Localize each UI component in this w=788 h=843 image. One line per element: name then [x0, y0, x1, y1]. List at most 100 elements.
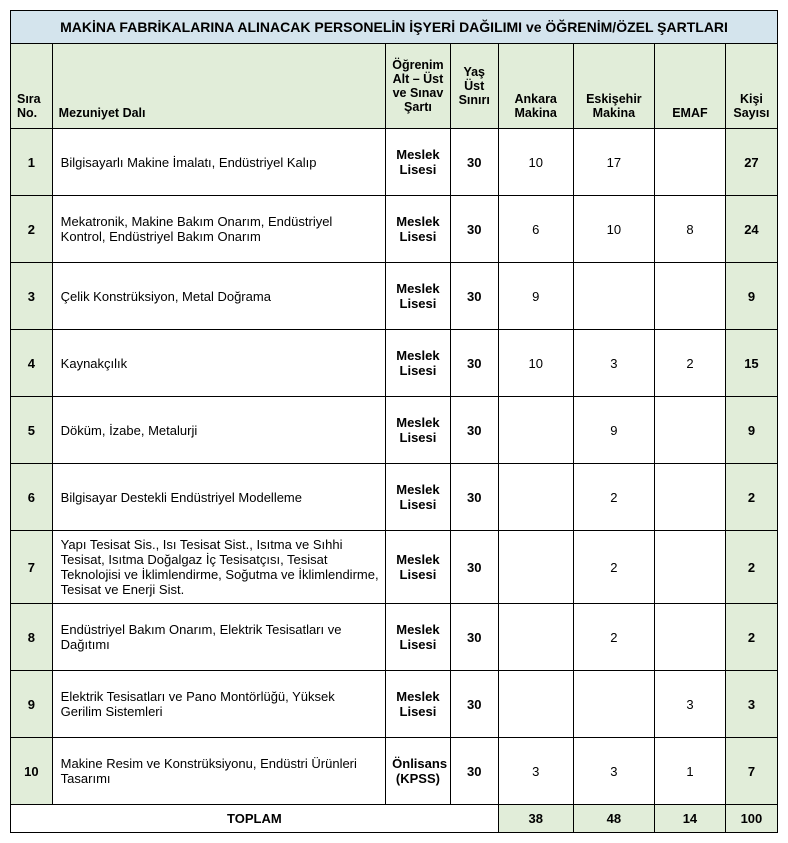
- cell-sira: 3: [11, 263, 53, 330]
- cell-kisi: 24: [725, 196, 777, 263]
- cell-sira: 9: [11, 671, 53, 738]
- cell-yas: 30: [450, 330, 498, 397]
- cell-mezuniyet: Bilgisayarlı Makine İmalatı, Endüstriyel…: [52, 129, 385, 196]
- cell-kisi: 3: [725, 671, 777, 738]
- table-row: 6Bilgisayar Destekli Endüstriyel Modelle…: [11, 464, 778, 531]
- cell-sira: 5: [11, 397, 53, 464]
- cell-emaf: [655, 397, 726, 464]
- table-row: 8Endüstriyel Bakım Onarım, Elektrik Tesi…: [11, 604, 778, 671]
- cell-ankara: [498, 397, 573, 464]
- cell-eskisehir: 3: [573, 738, 654, 805]
- cell-eskisehir: 2: [573, 531, 654, 604]
- cell-kisi: 7: [725, 738, 777, 805]
- cell-yas: 30: [450, 129, 498, 196]
- cell-sira: 1: [11, 129, 53, 196]
- cell-ogrenim: Meslek Lisesi: [386, 397, 451, 464]
- cell-sira: 8: [11, 604, 53, 671]
- total-kisi: 100: [725, 805, 777, 833]
- table-row: 9Elektrik Tesisatları ve Pano Montörlüğü…: [11, 671, 778, 738]
- cell-kisi: 27: [725, 129, 777, 196]
- cell-ankara: [498, 604, 573, 671]
- cell-yas: 30: [450, 531, 498, 604]
- col-header-mezuniyet: Mezuniyet Dalı: [52, 44, 385, 129]
- cell-ankara: 10: [498, 129, 573, 196]
- cell-kisi: 2: [725, 464, 777, 531]
- cell-eskisehir: 2: [573, 464, 654, 531]
- cell-mezuniyet: Bilgisayar Destekli Endüstriyel Modellem…: [52, 464, 385, 531]
- cell-ogrenim: Meslek Lisesi: [386, 330, 451, 397]
- cell-emaf: [655, 129, 726, 196]
- col-header-eskisehir: Eskişehir Makina: [573, 44, 654, 129]
- header-row: Sıra No. Mezuniyet Dalı Öğrenim Alt – Üs…: [11, 44, 778, 129]
- cell-sira: 10: [11, 738, 53, 805]
- table-title: MAKİNA FABRİKALARINA ALINACAK PERSONELİN…: [11, 11, 778, 44]
- cell-emaf: [655, 464, 726, 531]
- cell-kisi: 9: [725, 397, 777, 464]
- cell-yas: 30: [450, 671, 498, 738]
- total-emaf: 14: [655, 805, 726, 833]
- cell-mezuniyet: Mekatronik, Makine Bakım Onarım, Endüstr…: [52, 196, 385, 263]
- table-row: 7Yapı Tesisat Sis., Isı Tesisat Sist., I…: [11, 531, 778, 604]
- cell-ogrenim: Meslek Lisesi: [386, 604, 451, 671]
- table-row: 5Döküm, İzabe, MetalurjiMeslek Lisesi309…: [11, 397, 778, 464]
- cell-ogrenim: Meslek Lisesi: [386, 531, 451, 604]
- table-row: 2Mekatronik, Makine Bakım Onarım, Endüst…: [11, 196, 778, 263]
- cell-mezuniyet: Kaynakçılık: [52, 330, 385, 397]
- cell-ogrenim: Meslek Lisesi: [386, 129, 451, 196]
- cell-ogrenim: Meslek Lisesi: [386, 671, 451, 738]
- total-eskisehir: 48: [573, 805, 654, 833]
- cell-mezuniyet: Makine Resim ve Konstrüksiyonu, Endüstri…: [52, 738, 385, 805]
- cell-ankara: 3: [498, 738, 573, 805]
- cell-eskisehir: 10: [573, 196, 654, 263]
- cell-ankara: 6: [498, 196, 573, 263]
- table-row: 3Çelik Konstrüksiyon, Metal DoğramaMesle…: [11, 263, 778, 330]
- cell-emaf: [655, 263, 726, 330]
- total-row: TOPLAM 38 48 14 100: [11, 805, 778, 833]
- cell-yas: 30: [450, 604, 498, 671]
- col-header-sira: Sıra No.: [11, 44, 53, 129]
- cell-ogrenim: Meslek Lisesi: [386, 196, 451, 263]
- cell-mezuniyet: Çelik Konstrüksiyon, Metal Doğrama: [52, 263, 385, 330]
- cell-eskisehir: 17: [573, 129, 654, 196]
- cell-ankara: [498, 671, 573, 738]
- col-header-yas: Yaş Üst Sınırı: [450, 44, 498, 129]
- cell-kisi: 2: [725, 531, 777, 604]
- cell-eskisehir: [573, 671, 654, 738]
- cell-mezuniyet: Döküm, İzabe, Metalurji: [52, 397, 385, 464]
- cell-mezuniyet: Endüstriyel Bakım Onarım, Elektrik Tesis…: [52, 604, 385, 671]
- total-ankara: 38: [498, 805, 573, 833]
- col-header-kisi: Kişi Sayısı: [725, 44, 777, 129]
- cell-sira: 4: [11, 330, 53, 397]
- cell-mezuniyet: Yapı Tesisat Sis., Isı Tesisat Sist., Is…: [52, 531, 385, 604]
- cell-yas: 30: [450, 263, 498, 330]
- cell-sira: 2: [11, 196, 53, 263]
- cell-eskisehir: 2: [573, 604, 654, 671]
- cell-sira: 7: [11, 531, 53, 604]
- cell-yas: 30: [450, 738, 498, 805]
- total-label: TOPLAM: [11, 805, 499, 833]
- cell-emaf: [655, 604, 726, 671]
- title-row: MAKİNA FABRİKALARINA ALINACAK PERSONELİN…: [11, 11, 778, 44]
- cell-ankara: [498, 531, 573, 604]
- cell-eskisehir: 3: [573, 330, 654, 397]
- col-header-ankara: Ankara Makina: [498, 44, 573, 129]
- cell-emaf: 3: [655, 671, 726, 738]
- cell-ogrenim: Meslek Lisesi: [386, 464, 451, 531]
- cell-kisi: 9: [725, 263, 777, 330]
- cell-mezuniyet: Elektrik Tesisatları ve Pano Montörlüğü,…: [52, 671, 385, 738]
- col-header-emaf: EMAF: [655, 44, 726, 129]
- cell-kisi: 15: [725, 330, 777, 397]
- cell-emaf: 2: [655, 330, 726, 397]
- cell-ogrenim: Önlisans (KPSS): [386, 738, 451, 805]
- cell-ankara: 10: [498, 330, 573, 397]
- table-row: 1Bilgisayarlı Makine İmalatı, Endüstriye…: [11, 129, 778, 196]
- cell-yas: 30: [450, 196, 498, 263]
- col-header-ogrenim: Öğrenim Alt – Üst ve Sınav Şartı: [386, 44, 451, 129]
- cell-eskisehir: 9: [573, 397, 654, 464]
- cell-emaf: 1: [655, 738, 726, 805]
- cell-ankara: [498, 464, 573, 531]
- cell-yas: 30: [450, 464, 498, 531]
- cell-emaf: 8: [655, 196, 726, 263]
- cell-ogrenim: Meslek Lisesi: [386, 263, 451, 330]
- table-row: 4KaynakçılıkMeslek Lisesi30103215: [11, 330, 778, 397]
